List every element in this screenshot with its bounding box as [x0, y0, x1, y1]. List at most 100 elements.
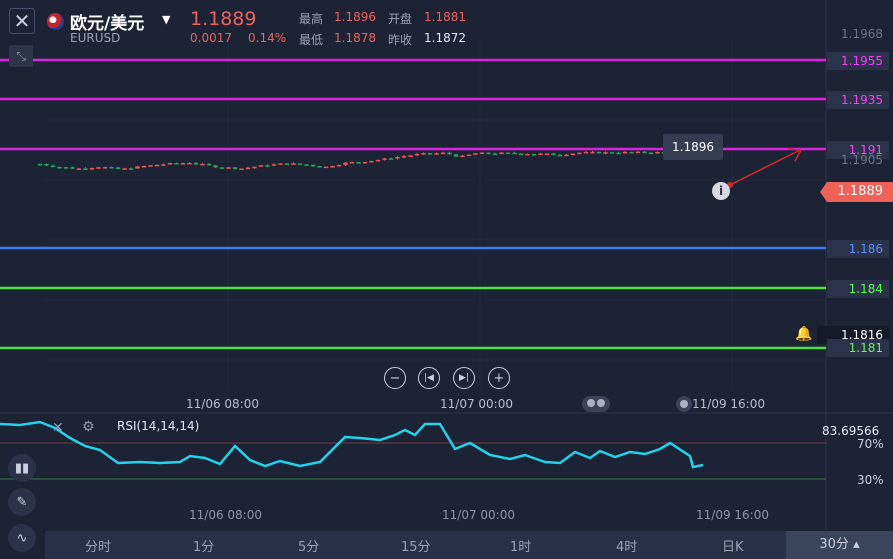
level-tag-191[interactable]: 1.191	[827, 141, 889, 159]
eu-us-flag-icon	[47, 13, 64, 30]
settings-gear-icon[interactable]: ⚙	[82, 419, 95, 435]
zoom-in-button[interactable]: +	[488, 367, 510, 389]
candle-body	[447, 152, 452, 155]
period-5m[interactable]: 5分	[298, 540, 320, 555]
level-tag-181[interactable]: 1.181	[827, 339, 889, 357]
level-tag-184[interactable]: 1.184	[827, 280, 889, 298]
candle-body	[167, 163, 173, 165]
candle-body	[655, 152, 660, 154]
candle-body	[219, 167, 225, 169]
candle-body	[232, 167, 238, 169]
candle-body	[122, 168, 127, 170]
dots-icon	[587, 399, 595, 407]
candle-body	[226, 167, 231, 169]
candle-body	[551, 153, 556, 156]
candle-body	[128, 168, 134, 170]
level-tag-1935[interactable]: 1.1935	[827, 91, 889, 109]
candle-body	[557, 154, 563, 157]
trend-arrow-head	[787, 148, 803, 162]
close-button[interactable]: ✕	[9, 8, 35, 34]
candle-body	[466, 154, 472, 157]
period-15m[interactable]: 15分	[401, 540, 431, 555]
candle-body	[284, 163, 290, 165]
candle-body	[486, 152, 491, 155]
candle-body	[531, 153, 537, 156]
candle-body	[63, 167, 69, 169]
time-label-3: 11/09 16:00	[692, 397, 765, 411]
draw-tool-button[interactable]: ✎	[8, 488, 36, 516]
candle-body	[154, 164, 160, 167]
candle-body	[388, 158, 394, 160]
candle-body	[278, 163, 283, 165]
period-bar	[45, 531, 893, 559]
candle-body	[375, 159, 381, 162]
period-timeline[interactable]: 分时	[85, 540, 112, 555]
collapse-button[interactable]: ⤡	[9, 45, 33, 67]
link-toggle[interactable]	[582, 396, 610, 412]
shrink-arrows-icon: ⤡	[16, 48, 26, 63]
candle-body	[291, 163, 296, 165]
candle-body	[564, 154, 569, 157]
period-30m-selected[interactable]: 30分 ▴	[786, 531, 893, 559]
crosshair-toggle[interactable]	[676, 396, 692, 412]
last-price: 1.1889	[190, 8, 257, 30]
candle-body	[499, 152, 504, 155]
prev-close-value: 1.1872	[424, 31, 466, 45]
plus-icon: +	[493, 370, 505, 386]
line-tool-button[interactable]: ∿	[8, 524, 36, 552]
candles-icon: ▮▮	[14, 460, 30, 476]
zoom-out-button[interactable]: −	[384, 367, 406, 389]
indicator-tool-button[interactable]: ▮▮	[8, 454, 36, 482]
candle-body	[76, 168, 82, 170]
rsi-time-label-2: 11/07 00:00	[442, 508, 515, 522]
candle-body	[421, 153, 426, 155]
candle-body	[349, 162, 355, 164]
alert-bell-icon[interactable]: 🔔	[795, 326, 813, 342]
candle-body	[187, 163, 192, 165]
candle-body	[440, 152, 446, 155]
info-icon[interactable]: i	[712, 182, 730, 200]
candle-body	[109, 167, 114, 169]
candle-body	[44, 164, 49, 166]
scroll-start-button[interactable]: |◀	[418, 367, 440, 389]
candle-body	[206, 163, 212, 166]
price-change: 0.0017	[190, 31, 232, 45]
rsi-time-label-3: 11/09 16:00	[696, 508, 769, 522]
pair-dropdown-caret-icon[interactable]: ▼	[162, 13, 171, 26]
candle-body	[213, 165, 218, 168]
candle-body	[596, 151, 602, 154]
scroll-end-button[interactable]: ▶|	[453, 367, 475, 389]
dot-icon	[680, 400, 688, 408]
candle-body	[310, 164, 316, 167]
level-tag-186[interactable]: 1.186	[827, 240, 889, 258]
candle-body	[83, 168, 88, 170]
candle-body	[258, 165, 264, 167]
candle-body	[161, 164, 166, 166]
candle-body	[434, 153, 439, 155]
rsi-time-label-1: 11/06 08:00	[189, 508, 262, 522]
candle-body	[239, 168, 244, 170]
period-4h[interactable]: 4时	[616, 540, 638, 555]
candle-body	[89, 168, 95, 170]
level-tag-1955[interactable]: 1.1955	[827, 52, 889, 70]
close-indicator-icon[interactable]: ✕	[52, 420, 64, 436]
close-icon: ✕	[13, 9, 31, 33]
candle-body	[473, 153, 478, 155]
candle-body	[395, 157, 400, 159]
price-tick-top: 1.1968	[841, 27, 883, 41]
candle-body	[609, 152, 615, 154]
candle-body	[603, 152, 608, 154]
period-1h[interactable]: 1时	[510, 540, 532, 555]
candle-body	[616, 152, 621, 155]
current-price-tag: 1.1889	[820, 182, 893, 202]
high-value: 1.1896	[334, 10, 376, 24]
period-day[interactable]: 日K	[722, 540, 744, 555]
high-label: 最高	[299, 12, 324, 26]
pair-name[interactable]: 欧元/美元	[70, 14, 145, 34]
low-label: 最低	[299, 33, 324, 47]
candle-body	[369, 160, 374, 163]
low-value: 1.1878	[334, 31, 376, 45]
price-bubble: 1.1896	[663, 134, 723, 160]
period-1m[interactable]: 1分	[193, 540, 215, 555]
candle-body	[245, 167, 251, 170]
